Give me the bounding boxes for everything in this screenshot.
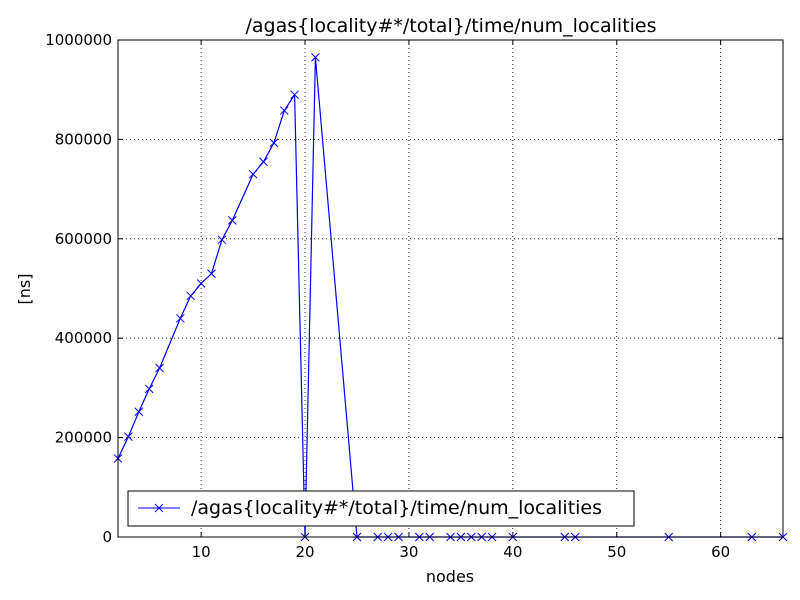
x-tick-label: 40 xyxy=(503,543,522,561)
legend-box xyxy=(127,490,635,527)
data-point xyxy=(217,235,227,245)
data-point xyxy=(155,363,164,373)
data-point xyxy=(311,53,320,62)
data-point xyxy=(290,90,299,100)
data-point xyxy=(259,157,268,167)
data-point xyxy=(279,106,289,115)
data-point xyxy=(248,169,258,179)
data-point xyxy=(186,291,196,301)
data-point xyxy=(227,216,237,225)
legend-label: /agas{locality#*/total}/time/num_localit… xyxy=(191,497,602,519)
x-tick-label: 20 xyxy=(295,543,314,561)
y-tick-label: 0 xyxy=(102,528,112,546)
y-tick-label: 800000 xyxy=(55,130,112,148)
data-point xyxy=(134,407,144,417)
y-tick-label: 400000 xyxy=(55,329,112,347)
x-tick-label: 10 xyxy=(192,543,211,561)
legend-marker-x-icon xyxy=(154,503,164,513)
y-tick-label: 600000 xyxy=(55,230,112,248)
data-point xyxy=(124,432,133,441)
x-tick-label: 50 xyxy=(607,543,626,561)
y-tick-label: 1000000 xyxy=(45,31,112,49)
x-tick-label: 30 xyxy=(399,543,418,561)
chart-title: /agas{locality#*/total}/time/num_localit… xyxy=(245,15,656,37)
data-point xyxy=(144,384,154,394)
data-point xyxy=(207,269,216,278)
x-tick-label: 60 xyxy=(711,543,730,561)
y-tick-label: 200000 xyxy=(55,429,112,447)
y-axis-label: [ns] xyxy=(15,274,34,305)
data-point xyxy=(175,313,185,323)
data-point xyxy=(196,279,206,288)
x-axis-label: nodes xyxy=(426,567,474,586)
data-point xyxy=(269,138,279,148)
axis-ticks: 10 20 30 40 50 60 0 200000 400000 600000 800000 100… xyxy=(45,31,783,561)
plot-area-frame xyxy=(117,39,784,538)
legend: /agas{locality#*/total}/time/num_localit… xyxy=(127,490,635,527)
